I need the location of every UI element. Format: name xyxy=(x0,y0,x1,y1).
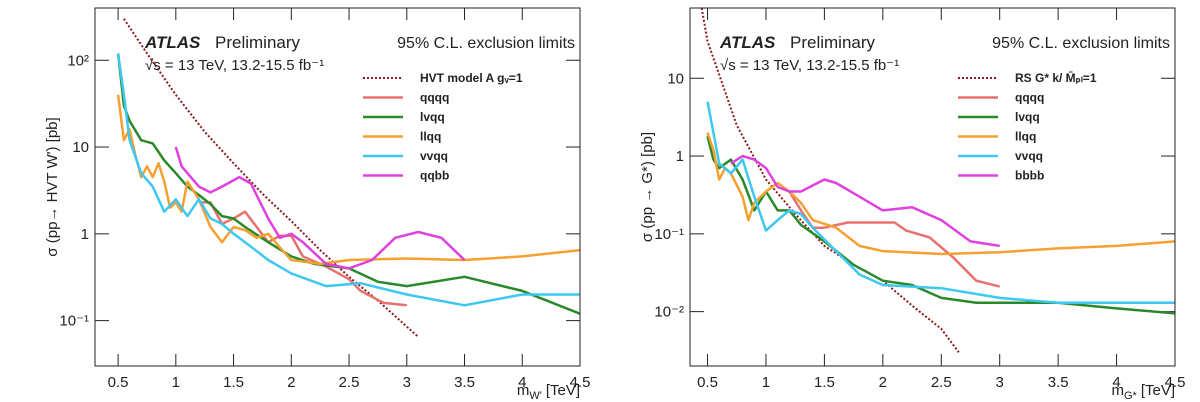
atlas-label: ATLAS xyxy=(719,33,776,52)
line xyxy=(706,101,1175,305)
legend-label: lvqq xyxy=(1015,110,1040,124)
y-axis-label: σ (pp→ HVT W') [pb] xyxy=(44,117,61,256)
x-tick-label: 0.5 xyxy=(108,374,129,391)
x-axis-label-unit: [TeV] xyxy=(546,382,580,399)
y-axis-label: σ (pp → G*) [pb] xyxy=(639,132,656,242)
panel: 0.5 1 1.5 2 2.5 3 3.5 4 4.5 10⁻² 10⁻¹ 1 10 RS G* k/ M… xyxy=(639,7,1186,402)
x-axis-label: mW' [TeV] xyxy=(517,382,580,402)
cl-label: 95% C.L. exclusion limits xyxy=(992,35,1170,52)
legend-label: bbbb xyxy=(1015,169,1044,183)
energy-label: √s = 13 TeV, 13.2-15.5 fb⁻¹ xyxy=(145,57,324,74)
legend-label: llqq xyxy=(1015,130,1036,144)
legend-label: lvqq xyxy=(420,110,445,124)
x-axis-label: mG* [TeV] xyxy=(1111,382,1175,402)
y-tick-label: 10⁻² xyxy=(654,304,684,321)
x-tick-label: 0.5 xyxy=(697,374,718,391)
x-tick-label: 4 xyxy=(1112,374,1120,391)
x-tick-label: 1.5 xyxy=(814,374,835,391)
y-tick-label: 10² xyxy=(67,52,89,69)
line xyxy=(700,8,960,353)
x-axis-label-unit: [TeV] xyxy=(1141,382,1175,399)
x-axis-label-main: m xyxy=(1111,382,1124,399)
x-tick-label: 1 xyxy=(172,374,180,391)
line xyxy=(706,135,1175,315)
legend-label: vvqq xyxy=(420,149,448,163)
frame xyxy=(689,7,1176,367)
x-tick-label: 3 xyxy=(996,374,1004,391)
x-tick-label: 2.5 xyxy=(931,374,952,391)
x-axis-label-sub: W' xyxy=(529,390,541,402)
line xyxy=(706,132,1175,256)
line xyxy=(116,53,580,315)
legend-label: vvqq xyxy=(1015,149,1043,163)
legend-label: HVT model A gᵥ=1 xyxy=(420,71,523,85)
y-tick-label: 10⁻¹ xyxy=(59,313,89,330)
atlas-label: ATLAS xyxy=(144,33,201,52)
legend-label: qqqq xyxy=(1015,91,1044,105)
x-tick-label: 3.5 xyxy=(454,374,475,391)
x-tick-label: 3.5 xyxy=(1048,374,1069,391)
status-label: Preliminary xyxy=(215,33,301,52)
x-tick-label: 1.5 xyxy=(223,374,244,391)
line xyxy=(174,146,466,270)
x-tick-label: 1 xyxy=(762,374,770,391)
legend-label: RS G* k/ M̄ₚₗ=1 xyxy=(1015,71,1097,85)
x-axis-label-sub: G* xyxy=(1124,390,1138,402)
legend-label: llqq xyxy=(420,130,441,144)
status-label: Preliminary xyxy=(790,33,876,52)
line xyxy=(730,154,1000,248)
cl-label: 95% C.L. exclusion limits xyxy=(397,35,575,52)
line xyxy=(116,53,580,307)
plot-area xyxy=(116,18,580,338)
x-tick-label: 4.5 xyxy=(1165,374,1186,391)
energy-label: √s = 13 TeV, 13.2-15.5 fb⁻¹ xyxy=(720,57,899,74)
x-tick-label: 2 xyxy=(287,374,295,391)
x-axis-label-main: m xyxy=(517,382,530,399)
panel: 0.5 1 1.5 2 2.5 3 3.5 4 4.5 10⁻¹ 1 10 10² HVT model A… xyxy=(44,7,591,402)
x-tick-label: 4 xyxy=(518,374,526,391)
legend-label: qqqq xyxy=(420,91,449,105)
plot-area xyxy=(700,8,1175,353)
y-tick-label: 10 xyxy=(667,70,684,87)
y-tick-label: 10⁻¹ xyxy=(654,226,684,243)
x-tick-label: 3 xyxy=(403,374,411,391)
x-tick-label: 4.5 xyxy=(570,374,591,391)
y-tick-label: 10 xyxy=(72,139,89,156)
y-tick-label: 1 xyxy=(676,148,684,165)
x-tick-label: 2.5 xyxy=(339,374,360,391)
legend-label: qqbb xyxy=(420,169,449,183)
y-tick-label: 1 xyxy=(81,226,89,243)
line xyxy=(116,94,580,266)
x-tick-label: 2 xyxy=(879,374,887,391)
frame xyxy=(94,7,581,367)
